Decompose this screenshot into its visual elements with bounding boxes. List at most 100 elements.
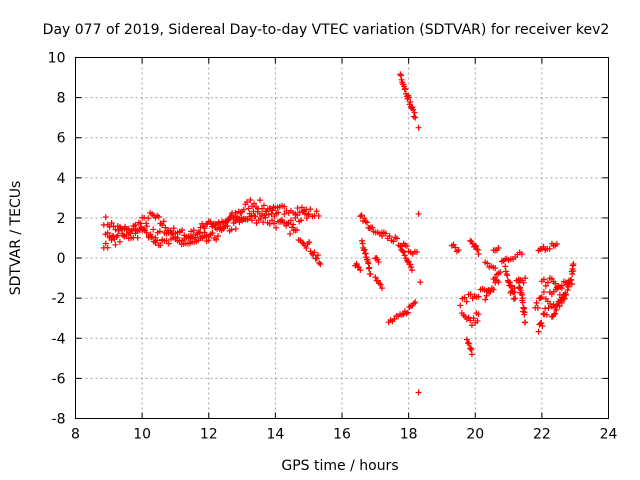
chart-title: Day 077 of 2019, Sidereal Day-to-day VTE… [43,22,610,38]
data-point [294,226,301,233]
data-point [141,227,148,234]
data-point [232,225,239,232]
data-point [359,240,366,247]
data-point [230,219,237,226]
data-point [397,71,404,78]
data-point [461,294,468,301]
data-point [365,260,372,267]
data-point [518,251,525,258]
data-point [558,285,565,292]
data-point [401,86,408,93]
data-point [358,212,365,219]
data-point [408,267,415,274]
data-point [407,99,414,106]
data-point [534,304,541,311]
data-point [209,230,216,237]
data-point [538,319,545,326]
data-point [360,247,367,254]
data-point [467,291,474,298]
data-point [244,216,251,223]
data-point [397,72,404,79]
plot-frame [75,57,609,419]
data-point [369,224,376,231]
data-point [265,211,272,218]
data-point [463,298,470,305]
data-point [540,276,547,283]
data-point [492,265,499,272]
data-point [467,237,474,244]
grid [75,57,609,419]
y-tick-label: 10 [48,51,66,67]
y-tick-label: 2 [57,211,66,227]
data-point [247,197,254,204]
data-point [374,277,381,284]
data-point [224,217,231,224]
data-point [287,217,294,224]
x-tick-label: 22 [533,427,551,443]
data-point [475,311,482,318]
data-point [522,275,529,282]
data-point [112,241,119,248]
data-point [356,264,363,271]
data-point [245,205,252,212]
y-tick-label: 6 [57,131,66,147]
data-point [367,271,374,278]
data-point [122,223,129,230]
data-point [390,238,397,245]
data-point [130,222,137,229]
data-point [269,207,276,214]
data-point [518,291,525,298]
data-point [540,243,547,250]
data-point [521,305,528,312]
x-tick-label: 16 [333,427,351,443]
data-point [303,215,310,222]
data-point [552,310,559,317]
x-tick-label: 20 [466,427,484,443]
data-point [466,340,473,347]
data-point [159,222,166,229]
data-point [316,259,323,266]
data-point [213,236,220,243]
y-tick-label: -8 [52,412,66,428]
data-point [405,258,412,265]
data-point [400,249,407,256]
data-point [363,219,370,226]
data-point [520,279,527,286]
data-point [104,244,111,251]
data-point [382,230,389,237]
data-point [119,232,126,239]
data-point [366,264,373,271]
data-point [475,251,482,258]
data-point [393,235,400,242]
data-point [102,214,109,221]
data-point [108,219,115,226]
data-point [404,309,411,316]
data-point [263,208,270,215]
data-point [128,227,135,234]
data-point [275,209,282,216]
data-point [411,109,418,116]
data-point [511,285,518,292]
y-tick-label: -4 [52,331,66,347]
data-point [503,270,510,277]
data-point [507,282,514,289]
data-point [408,263,415,270]
data-point [220,225,227,232]
x-tick-label: 14 [266,427,284,443]
data-point [542,282,549,289]
data-point [564,287,571,294]
data-point [519,299,526,306]
y-tick-label: -6 [52,371,66,387]
data-point [467,317,474,324]
data-point [533,299,540,306]
data-point [192,234,199,241]
data-point [358,237,365,244]
data-point [260,202,267,209]
x-tick-label: 10 [133,427,151,443]
y-tick-label: 0 [57,251,66,267]
data-point [410,113,417,120]
data-point [112,226,119,233]
data-point [281,211,288,218]
data-point [361,215,368,222]
data-point [405,94,412,101]
